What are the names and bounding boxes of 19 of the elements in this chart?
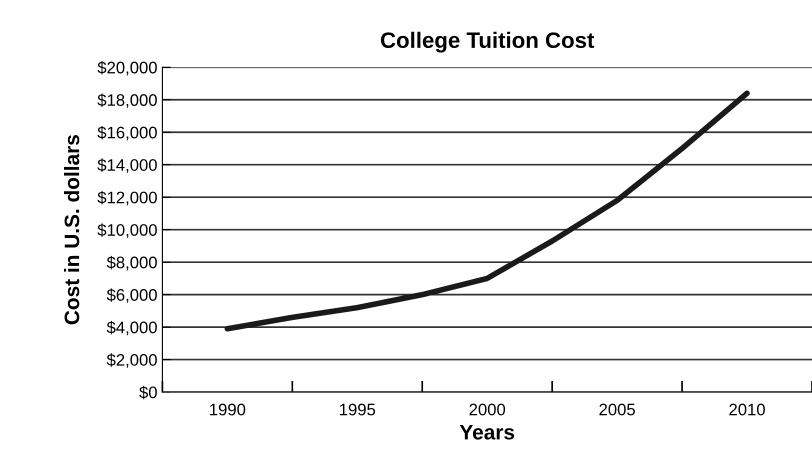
x-tick-label: 2005 [599, 404, 635, 416]
y-tick-label: $20,000 [97, 60, 157, 76]
y-tick-label: $12,000 [97, 190, 157, 206]
y-tick-label: $2,000 [106, 353, 157, 368]
chart-title: College Tuition Cost [380, 32, 594, 53]
x-tick-label: 1995 [340, 404, 376, 416]
y-tick-label: $0 [139, 386, 157, 400]
y-tick-label: $14,000 [97, 158, 157, 173]
y-tick-label: $4,000 [106, 320, 157, 336]
y-axis-title: Cost in U.S. dollars [64, 135, 80, 324]
x-tick-label: 2000 [470, 404, 506, 416]
y-tick-label: $6,000 [106, 288, 157, 303]
y-tick-label: $8,000 [106, 256, 157, 270]
y-tick-label: $10,000 [97, 223, 157, 238]
y-tick-label: $18,000 [97, 93, 157, 108]
x-axis-title: Years [460, 425, 514, 440]
x-tick-label: 2010 [729, 404, 765, 416]
x-tick-label: 1990 [210, 404, 246, 416]
y-tick-label: $16,000 [97, 126, 157, 140]
